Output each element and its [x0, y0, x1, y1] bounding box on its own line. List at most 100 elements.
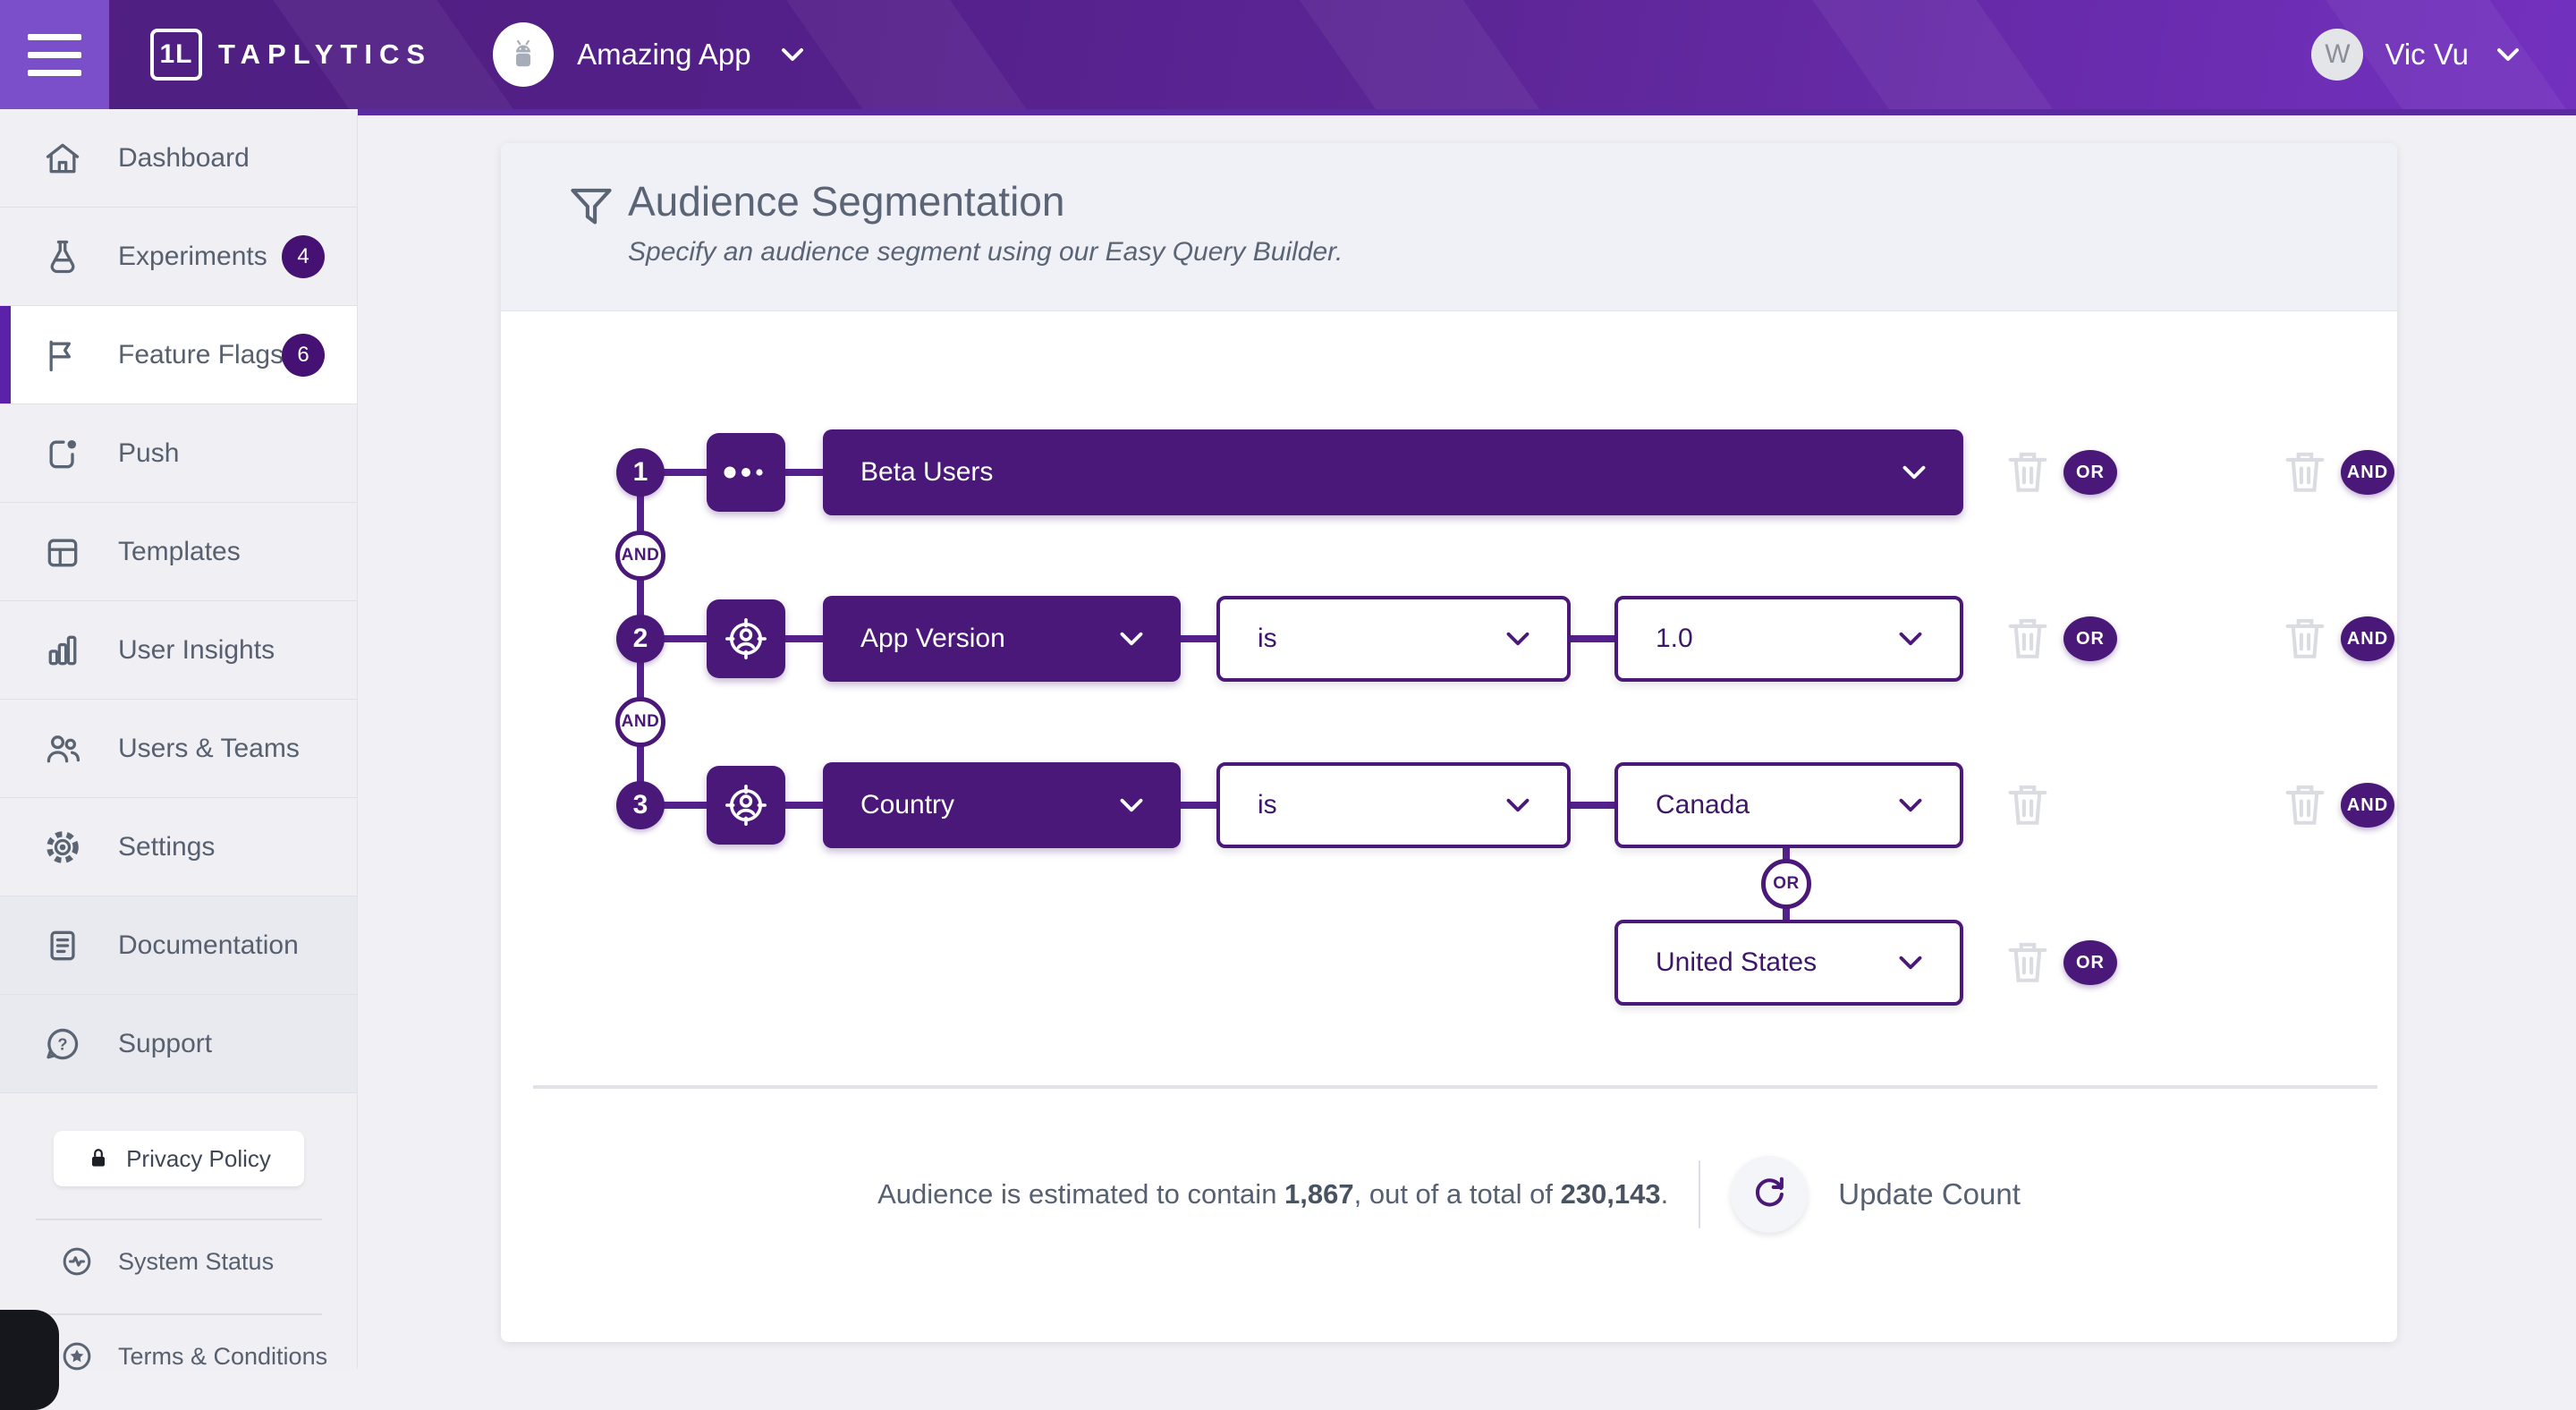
or-add-button[interactable]: OR — [2063, 940, 2117, 985]
connector-line — [1567, 802, 1617, 809]
sidebar-item-feature-flags[interactable]: Feature Flags 6 — [0, 306, 357, 404]
chevron-down-icon — [1902, 465, 1926, 480]
operator-dropdown[interactable]: is — [1216, 596, 1571, 682]
and-add-button[interactable]: AND — [2341, 450, 2394, 495]
system-status-label: System Status — [118, 1247, 275, 1275]
operator-dropdown-value: is — [1258, 790, 1277, 820]
sidebar-item-settings[interactable]: Settings — [0, 798, 357, 896]
delete-row-button[interactable] — [2002, 935, 2054, 990]
delete-group-button[interactable] — [2279, 445, 2331, 500]
sidebar-item-support[interactable]: ? Support — [0, 995, 357, 1093]
update-count-label[interactable]: Update Count — [1838, 1177, 2021, 1210]
templates-layout-icon — [47, 539, 78, 566]
flag-icon — [49, 340, 71, 371]
audience-estimate-text: Audience is estimated to contain 1,867, … — [877, 1178, 1668, 1210]
page-subtitle: Specify an audience segment using our Ea… — [628, 237, 1343, 267]
brand-name: TAPLYTICS — [218, 38, 433, 70]
attribute-dropdown[interactable]: Country — [823, 762, 1181, 848]
trash-icon — [2285, 618, 2325, 658]
value-dropdown[interactable]: 1.0 — [1614, 596, 1963, 682]
svg-text:?: ? — [57, 1034, 67, 1053]
sidebar-item-label: Experiments — [118, 241, 267, 271]
chevron-down-icon — [1506, 798, 1530, 812]
taplytics-logo[interactable]: 1L TAPLYTICS — [150, 29, 432, 81]
hamburger-menu-button[interactable] — [0, 0, 109, 109]
sidebar-item-label: User Insights — [118, 634, 275, 665]
operator-dropdown[interactable]: is — [1216, 762, 1571, 848]
experiments-count-badge: 4 — [282, 234, 325, 278]
operator-dropdown-value: is — [1258, 624, 1277, 653]
app-selector-dropdown[interactable]: Amazing App — [493, 22, 809, 87]
chevron-down-icon — [1120, 632, 1143, 646]
sidebar-item-documentation[interactable]: Documentation — [0, 896, 357, 995]
sidebar-link-system-status[interactable]: System Status — [59, 1244, 274, 1279]
value-dropdown[interactable]: Canada — [1614, 762, 1963, 848]
document-icon — [50, 930, 75, 960]
chevron-down-icon — [1506, 632, 1530, 646]
privacy-policy-button[interactable]: Privacy Policy — [54, 1131, 304, 1186]
bar-chart-icon — [48, 635, 77, 665]
sidebar-item-push[interactable]: Push — [0, 404, 357, 503]
segment-dropdown[interactable]: Beta Users — [823, 429, 1963, 515]
sidebar-item-dashboard[interactable]: Dashboard — [0, 109, 357, 208]
sidebar-link-terms[interactable]: Terms & Conditions — [59, 1338, 327, 1374]
status-pulse-icon — [63, 1247, 91, 1276]
sidebar-item-label: Dashboard — [118, 142, 250, 173]
trash-icon — [2285, 785, 2325, 825]
main-content: Audience Segmentation Specify an audienc… — [358, 115, 2576, 1369]
row-number: 2 — [616, 615, 665, 663]
delete-row-button[interactable] — [2002, 777, 2054, 833]
connector-line — [1567, 635, 1617, 642]
attribute-type-button[interactable] — [707, 766, 785, 845]
filter-funnel-icon — [571, 188, 612, 225]
privacy-policy-label: Privacy Policy — [126, 1144, 271, 1172]
or-add-button[interactable]: OR — [2063, 450, 2117, 495]
value-dropdown[interactable]: United States — [1614, 920, 1963, 1006]
delete-row-button[interactable] — [2002, 611, 2054, 667]
delete-group-button[interactable] — [2279, 777, 2331, 833]
flask-icon — [50, 240, 75, 273]
and-connector[interactable]: AND — [615, 697, 665, 747]
chevron-down-icon — [781, 48, 803, 61]
or-add-button[interactable]: OR — [2063, 616, 2117, 661]
sidebar-divider — [36, 1313, 322, 1315]
user-menu-dropdown[interactable]: W Vic Vu — [2311, 29, 2526, 81]
connector-line — [1179, 635, 1220, 642]
user-avatar: W — [2311, 29, 2364, 81]
sidebar-item-templates[interactable]: Templates — [0, 503, 357, 601]
ellipsis-dots-icon — [724, 466, 763, 479]
segment-type-button[interactable] — [707, 433, 785, 512]
estimate-mid: , out of a total of — [1353, 1178, 1561, 1210]
attribute-type-button[interactable] — [707, 599, 785, 678]
terms-label: Terms & Conditions — [118, 1342, 328, 1370]
segment-dropdown-value: Beta Users — [860, 457, 994, 487]
lock-icon — [92, 1149, 106, 1167]
sidebar-item-users-teams[interactable]: Users & Teams — [0, 700, 357, 798]
sidebar-item-label: Feature Flags — [118, 339, 284, 369]
or-connector[interactable]: OR — [1761, 859, 1811, 909]
delete-row-button[interactable] — [2002, 445, 2054, 500]
trash-icon — [2008, 452, 2047, 492]
footer-row: Audience is estimated to contain 1,867, … — [501, 1136, 2397, 1253]
estimate-total: 230,143 — [1560, 1178, 1661, 1210]
attribute-dropdown[interactable]: App Version — [823, 596, 1181, 682]
chat-widget-button[interactable] — [0, 1310, 59, 1410]
sidebar-item-user-insights[interactable]: User Insights — [0, 601, 357, 700]
and-add-button[interactable]: AND — [2341, 783, 2394, 828]
sidebar-item-label: Documentation — [118, 930, 299, 960]
sidebar-divider — [36, 1219, 322, 1220]
refresh-count-button[interactable] — [1731, 1156, 1809, 1233]
app-avatar — [493, 22, 555, 87]
user-target-icon — [725, 618, 767, 659]
and-connector[interactable]: AND — [615, 531, 665, 581]
card-header: Audience Segmentation Specify an audienc… — [501, 143, 2397, 311]
star-circle-icon — [63, 1342, 91, 1371]
gear-icon — [47, 830, 79, 863]
user-name-label: Vic Vu — [2385, 38, 2469, 71]
sidebar-item-experiments[interactable]: Experiments 4 — [0, 208, 357, 306]
trash-icon — [2008, 618, 2047, 658]
sidebar-item-label: Push — [118, 437, 180, 468]
and-add-button[interactable]: AND — [2341, 616, 2394, 661]
delete-group-button[interactable] — [2279, 611, 2331, 667]
chevron-down-icon — [1899, 798, 1922, 812]
